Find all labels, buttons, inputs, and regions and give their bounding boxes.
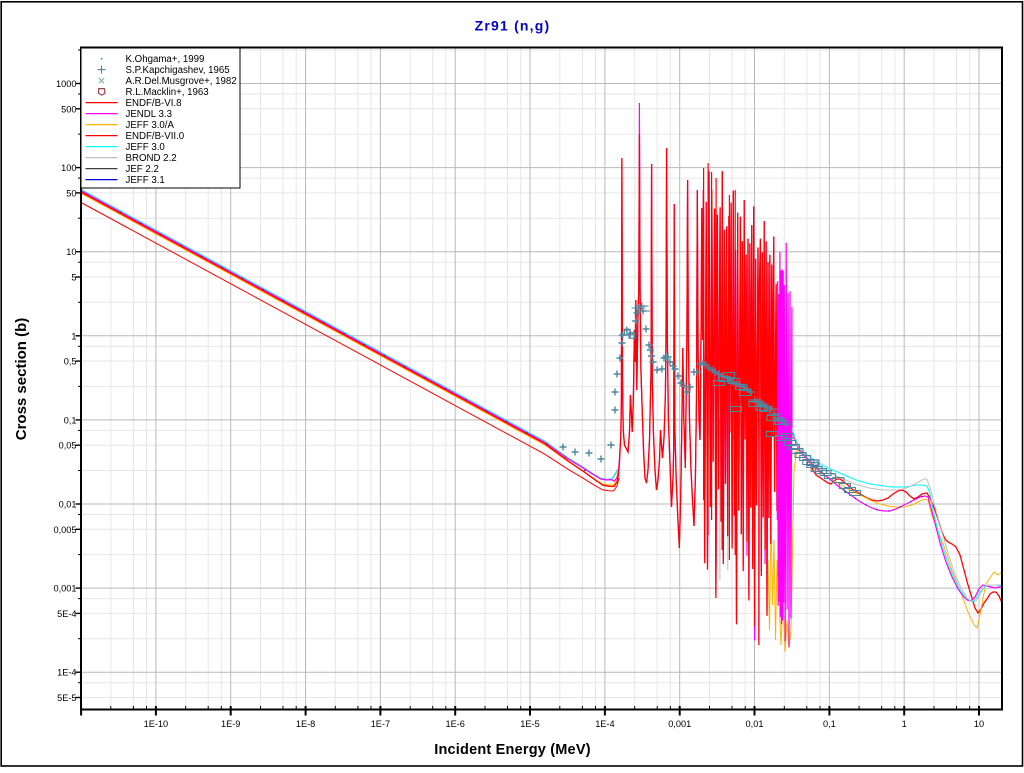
svg-text:BROND 2.2: BROND 2.2 [126, 153, 177, 164]
svg-text:1E-4: 1E-4 [57, 668, 76, 678]
svg-text:1: 1 [902, 719, 907, 729]
svg-text:Zr91 (n,g): Zr91 (n,g) [475, 18, 551, 34]
svg-text:JEFF 3.1: JEFF 3.1 [126, 175, 165, 186]
svg-text:10: 10 [974, 719, 984, 729]
svg-text:K.Ohgama+, 1999: K.Ohgama+, 1999 [126, 54, 205, 65]
svg-text:10: 10 [66, 247, 76, 257]
svg-text:Incident Energy (MeV): Incident Energy (MeV) [434, 742, 590, 758]
svg-text:1000: 1000 [56, 79, 76, 89]
svg-text:0,05: 0,05 [59, 441, 77, 451]
svg-text:R.L.Macklin+, 1963: R.L.Macklin+, 1963 [126, 87, 209, 98]
svg-text:100: 100 [61, 163, 76, 173]
svg-text:1E-4: 1E-4 [595, 719, 614, 729]
svg-text:A.R.Del.Musgrove+, 1982: A.R.Del.Musgrove+, 1982 [126, 76, 237, 87]
svg-text:1E-7: 1E-7 [371, 719, 390, 729]
svg-text:JEF 2.2: JEF 2.2 [126, 164, 159, 175]
svg-text:JEFF 3.0/A: JEFF 3.0/A [126, 120, 175, 131]
svg-text:S.P.Kapchigashev, 1965: S.P.Kapchigashev, 1965 [126, 65, 230, 76]
svg-text:0,01: 0,01 [746, 719, 764, 729]
svg-text:1E-9: 1E-9 [221, 719, 240, 729]
svg-text:0,1: 0,1 [823, 719, 836, 729]
svg-text:0,001: 0,001 [54, 584, 77, 594]
svg-text:ENDF/B-VII.0: ENDF/B-VII.0 [126, 131, 185, 142]
svg-text:500: 500 [61, 104, 76, 114]
svg-text:ENDF/B-VI.8: ENDF/B-VI.8 [126, 98, 182, 109]
svg-text:JEFF 3.0: JEFF 3.0 [126, 142, 166, 153]
svg-text:0,001: 0,001 [668, 719, 691, 729]
svg-text:5: 5 [71, 273, 76, 283]
svg-text:0,01: 0,01 [59, 500, 77, 510]
svg-text:0,005: 0,005 [54, 525, 77, 535]
svg-text:Cross section (b): Cross section (b) [13, 318, 30, 441]
svg-text:JENDL 3.3: JENDL 3.3 [126, 109, 172, 120]
svg-text:1: 1 [71, 331, 76, 341]
svg-text:0,1: 0,1 [64, 415, 77, 425]
svg-text:1E-10: 1E-10 [144, 719, 169, 729]
svg-text:1E-6: 1E-6 [445, 719, 464, 729]
svg-text:5E-5: 5E-5 [57, 693, 76, 703]
svg-text:1E-5: 1E-5 [520, 719, 539, 729]
svg-text:0,5: 0,5 [64, 357, 77, 367]
svg-text:1E-8: 1E-8 [296, 719, 315, 729]
svg-text:50: 50 [66, 188, 76, 198]
svg-text:5E-4: 5E-4 [57, 609, 76, 619]
